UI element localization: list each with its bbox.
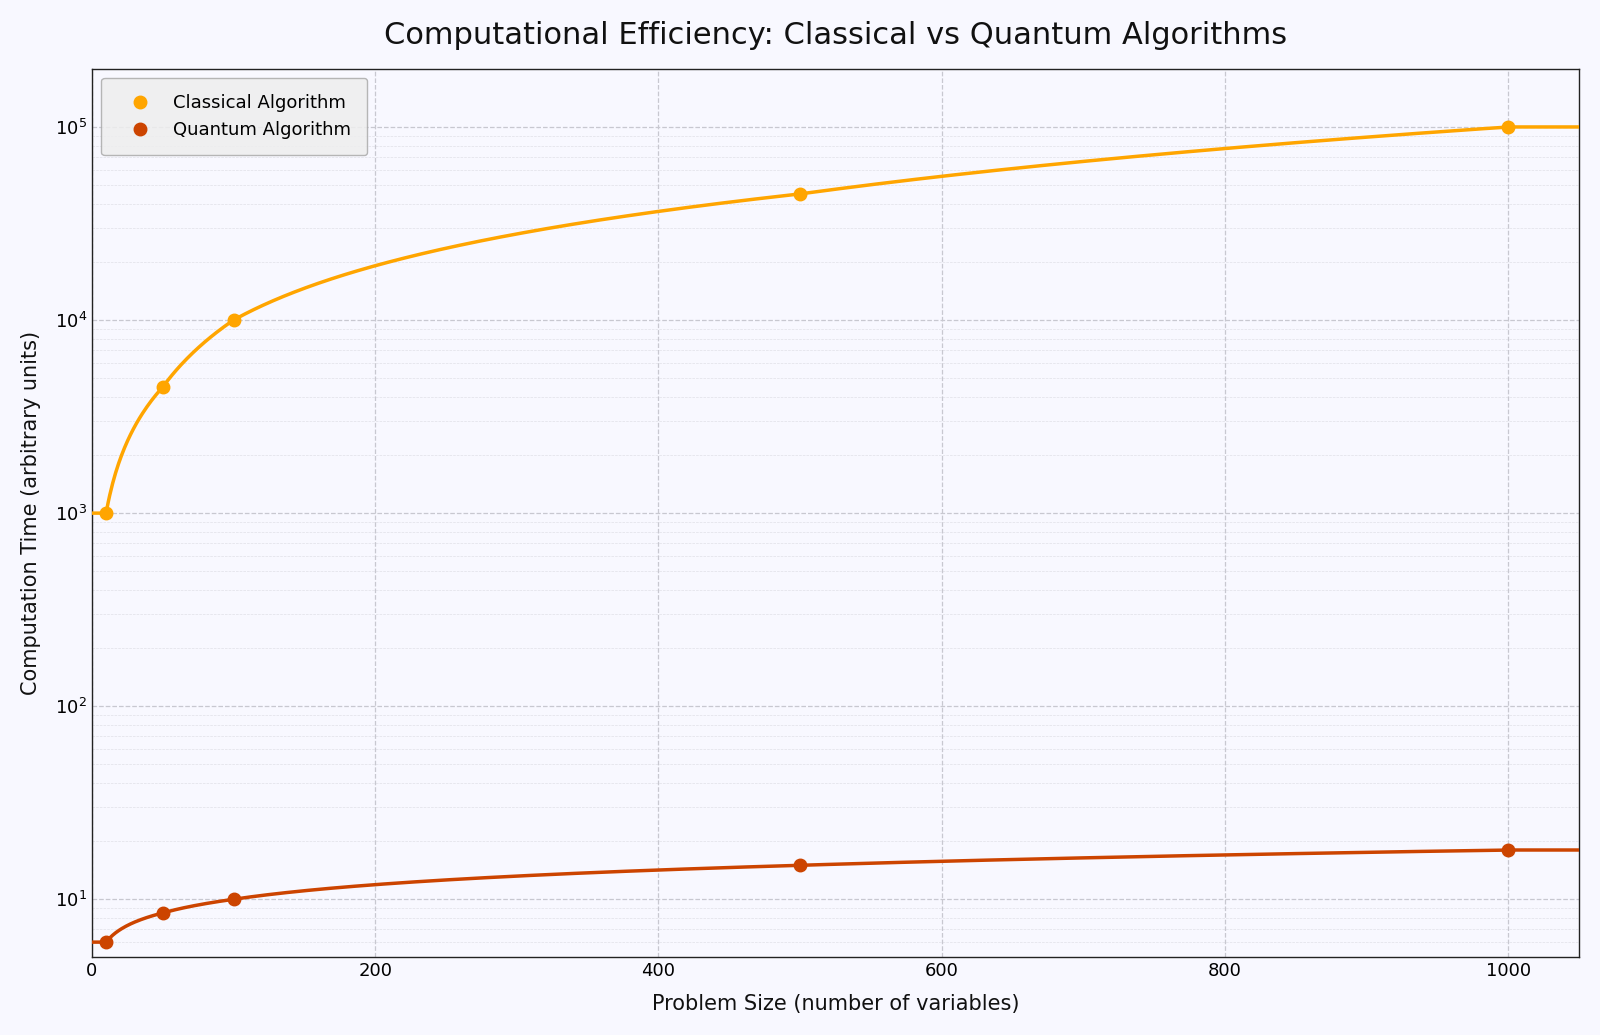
Y-axis label: Computation Time (arbitrary units): Computation Time (arbitrary units) — [21, 331, 42, 696]
Quantum Algorithm — [96, 936, 115, 948]
Classical Algorithm — [96, 507, 115, 520]
Classical Algorithm — [1499, 121, 1518, 134]
Legend: Classical Algorithm, Quantum Algorithm: Classical Algorithm, Quantum Algorithm — [101, 78, 368, 155]
Title: Computational Efficiency: Classical vs Quantum Algorithms: Computational Efficiency: Classical vs Q… — [384, 21, 1286, 50]
Quantum Algorithm — [224, 893, 243, 906]
Classical Algorithm — [154, 381, 173, 393]
Classical Algorithm — [224, 314, 243, 326]
Line: Quantum Algorithm: Quantum Algorithm — [99, 844, 1515, 948]
Quantum Algorithm — [790, 859, 810, 871]
X-axis label: Problem Size (number of variables): Problem Size (number of variables) — [651, 995, 1019, 1014]
Quantum Algorithm — [1499, 844, 1518, 856]
Line: Classical Algorithm: Classical Algorithm — [99, 121, 1515, 520]
Classical Algorithm — [790, 187, 810, 200]
Quantum Algorithm — [154, 907, 173, 919]
